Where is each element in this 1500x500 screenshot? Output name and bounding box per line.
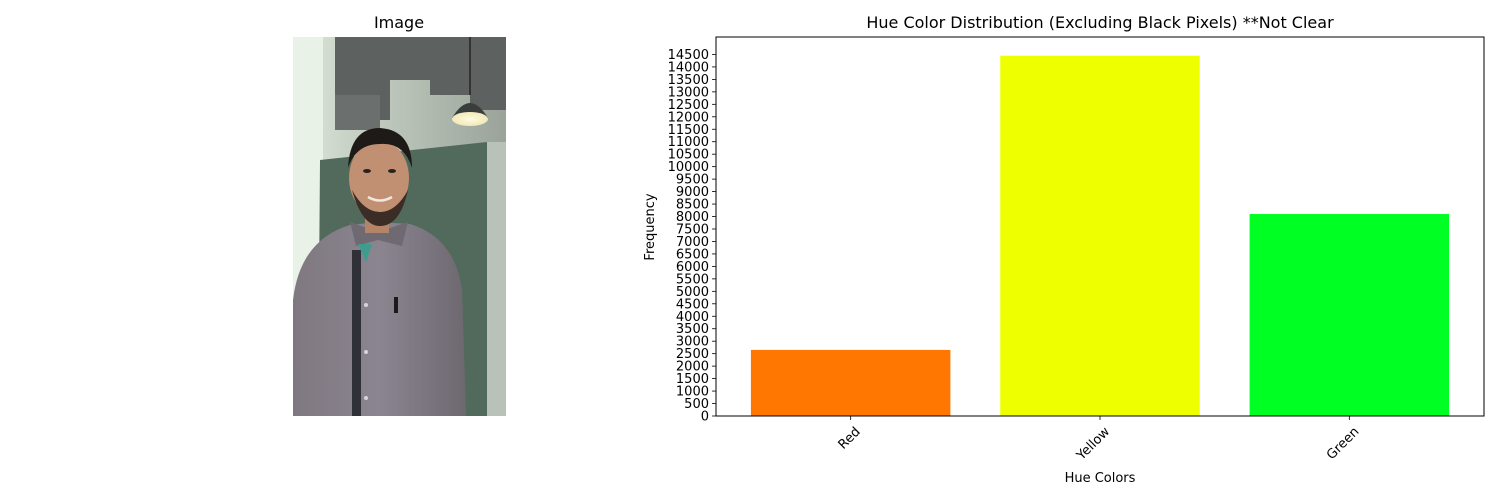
y-tick-label: 9000: [676, 185, 709, 200]
x-tick-label-red: Red: [836, 424, 864, 452]
y-tick-label: 5500: [676, 272, 709, 287]
y-tick-label: 1500: [676, 372, 709, 387]
y-tick-label: 0: [701, 410, 709, 425]
bar-yellow: [1000, 55, 1200, 417]
y-axis-label: Frequency: [643, 193, 658, 260]
y-tick-label: 13500: [668, 73, 709, 88]
portrait-photo: [293, 37, 506, 416]
chart-title: Hue Color Distribution (Excluding Black …: [866, 13, 1334, 32]
bars-group: [750, 55, 1450, 417]
y-tick-label: 14000: [668, 60, 709, 75]
x-axis-ticks: Red Yellow Green: [836, 416, 1362, 464]
y-tick-label: 500: [684, 397, 709, 412]
y-tick-label: 10000: [668, 160, 709, 175]
y-tick-label: 14500: [668, 48, 709, 63]
y-tick-label: 10500: [668, 148, 709, 163]
y-tick-label: 8500: [676, 198, 709, 213]
y-tick-label: 7500: [676, 222, 709, 237]
y-tick-label: 2500: [676, 347, 709, 362]
y-tick-label: 2000: [676, 360, 709, 375]
y-tick-label: 4000: [676, 310, 709, 325]
y-tick-label: 5000: [676, 285, 709, 300]
y-tick-label: 12000: [668, 110, 709, 125]
y-tick-label: 11500: [668, 123, 709, 138]
y-tick-label: 7000: [676, 235, 709, 250]
y-tick-label: 13000: [668, 85, 709, 100]
y-tick-label: 1000: [676, 385, 709, 400]
bar-green: [1249, 214, 1450, 416]
y-tick-label: 8000: [676, 210, 709, 225]
x-tick-label-green: Green: [1324, 424, 1362, 462]
y-tick-label: 6500: [676, 247, 709, 262]
y-tick-label: 6000: [676, 260, 709, 275]
y-tick-label: 12500: [668, 98, 709, 113]
y-tick-label: 9500: [676, 173, 709, 188]
image-panel-title: Image: [374, 13, 424, 32]
y-tick-label: 3000: [676, 335, 709, 350]
y-tick-label: 3500: [676, 322, 709, 337]
y-tick-label: 11000: [668, 135, 709, 150]
x-axis-label: Hue Colors: [1065, 471, 1136, 486]
x-tick-label-yellow: Yellow: [1073, 424, 1113, 464]
plot-area: 0500100015002000250030003500400045005000…: [668, 36, 1485, 464]
bar-red: [750, 349, 951, 416]
y-tick-label: 4500: [676, 297, 709, 312]
y-axis-ticks: 0500100015002000250030003500400045005000…: [668, 48, 716, 425]
